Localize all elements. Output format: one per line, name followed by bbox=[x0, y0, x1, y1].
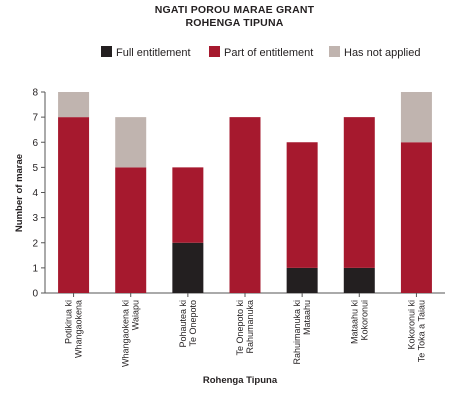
bar-has-not-applied bbox=[58, 92, 90, 118]
x-axis-title: Rohenga Tipuna bbox=[203, 375, 278, 386]
bar-full-entitlement bbox=[343, 267, 375, 293]
legend-swatch-part-of-entitlement bbox=[209, 46, 220, 57]
x-tick-label-line: Te Toka a Taiau bbox=[416, 300, 426, 362]
bar-part-of-entitlement bbox=[115, 167, 147, 293]
x-tick-label: Rahuimanuka kiMataahu bbox=[292, 300, 312, 365]
bar-part-of-entitlement bbox=[229, 117, 261, 293]
x-tick-label-line: Whangaokena bbox=[74, 300, 84, 358]
y-tick-label: 0 bbox=[32, 289, 38, 300]
y-tick-label: 3 bbox=[32, 213, 38, 224]
bars bbox=[58, 92, 432, 293]
y-tick-label: 4 bbox=[32, 188, 38, 199]
x-tick-label: Whangaokena kiWaiapu bbox=[121, 300, 141, 367]
chart-title: NGATI POROU MARAE GRANT bbox=[154, 4, 315, 16]
x-tick-label: Te Onepoto kiRahumanuka bbox=[235, 300, 255, 356]
x-tick-label-line: Waiapu bbox=[131, 300, 141, 330]
y-tick-label: 1 bbox=[32, 263, 38, 274]
x-tick-label: Potikirua kiWhangaokena bbox=[64, 300, 84, 358]
x-tick-label-line: Mataahu bbox=[302, 300, 312, 335]
legend: Full entitlement Part of entitlement Has n… bbox=[101, 46, 420, 59]
bar-part-of-entitlement bbox=[58, 117, 90, 293]
x-tick-label: Mataahu kiKokoronui bbox=[349, 300, 369, 344]
bar-has-not-applied bbox=[400, 92, 432, 143]
bar-part-of-entitlement bbox=[172, 167, 204, 243]
x-tick-label-line: Kokoronui ki bbox=[406, 300, 416, 350]
y-tick-label: 6 bbox=[32, 138, 38, 149]
x-tick-label: Pohautea kiTe Onepoto bbox=[178, 300, 198, 348]
x-tick-label-line: Pohautea ki bbox=[178, 300, 188, 348]
x-tick-label-line: Whangaokena ki bbox=[121, 300, 131, 367]
x-tick-label-line: Te Onepoto bbox=[188, 300, 198, 347]
legend-swatch-full-entitlement bbox=[101, 46, 112, 57]
x-tick-label-line: Te Onepoto ki bbox=[235, 300, 245, 356]
y-tick-label: 2 bbox=[32, 238, 38, 249]
legend-label-full-entitlement: Full entitlement bbox=[116, 47, 191, 59]
x-tick-label-line: Potikirua ki bbox=[64, 300, 74, 344]
y-tick-label: 5 bbox=[32, 163, 38, 174]
legend-label-part-of-entitlement: Part of entitlement bbox=[224, 47, 313, 59]
x-tick-label: Kokoronui kiTe Toka a Taiau bbox=[406, 300, 426, 362]
y-tick-label: 8 bbox=[32, 88, 38, 99]
y-tick-label: 7 bbox=[32, 113, 38, 124]
x-tick-label-line: Kokoronui bbox=[359, 300, 369, 341]
bar-full-entitlement bbox=[172, 242, 204, 293]
x-tick-label-line: Mataahu ki bbox=[349, 300, 359, 344]
bar-has-not-applied bbox=[115, 117, 147, 168]
bar-full-entitlement bbox=[286, 267, 318, 293]
x-tick-labels: Potikirua kiWhangaokena Whangaokena kiWai… bbox=[64, 300, 427, 367]
axes: 0 1 2 3 4 5 6 7 8 bbox=[32, 88, 445, 300]
bar-part-of-entitlement bbox=[400, 142, 432, 293]
bar-part-of-entitlement bbox=[343, 117, 375, 268]
x-tick-label-line: Rahuimanuka ki bbox=[292, 300, 302, 365]
y-axis-title: Number of marae bbox=[14, 154, 25, 232]
legend-label-has-not-applied: Has not applied bbox=[344, 47, 420, 59]
chart-subtitle: ROHENGA TIPUNA bbox=[185, 17, 284, 29]
x-tick-label-line: Rahumanuka bbox=[245, 300, 255, 354]
legend-swatch-has-not-applied bbox=[329, 46, 340, 57]
bar-part-of-entitlement bbox=[286, 142, 318, 268]
